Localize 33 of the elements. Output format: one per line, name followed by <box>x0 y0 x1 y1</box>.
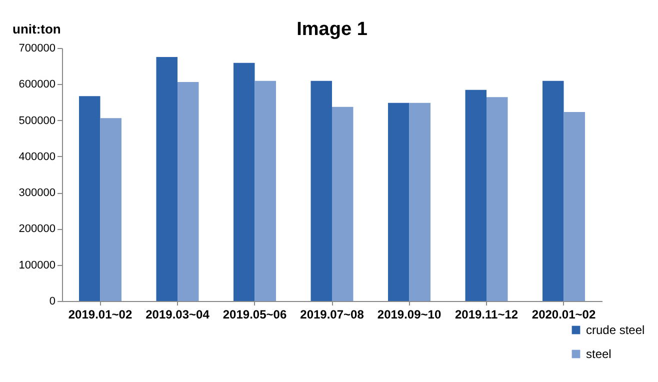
y-tick-label: 500000 <box>18 114 56 127</box>
bar <box>542 80 564 301</box>
x-tick-label: 2019.11~12 <box>454 308 518 322</box>
y-tick-label: 300000 <box>18 187 56 200</box>
bar <box>254 80 276 301</box>
bar <box>409 102 430 301</box>
x-tick-label: 2020.01~02 <box>532 308 596 322</box>
bar <box>564 112 586 301</box>
bar <box>177 82 199 301</box>
y-tick-label: 100000 <box>18 259 56 272</box>
bar <box>332 106 354 301</box>
bar <box>156 57 178 301</box>
x-tick-label: 2019.05~06 <box>222 308 287 322</box>
legend-label: crude steel <box>586 323 645 337</box>
x-tick-label: 2019.01~02 <box>68 308 132 322</box>
y-tick-label: 700000 <box>18 42 56 54</box>
bar <box>388 102 410 301</box>
y-tick-label: 600000 <box>18 78 56 91</box>
x-tick-label: 2019.09~10 <box>377 308 442 322</box>
bar <box>486 97 508 301</box>
x-tick-label: 2019.03~04 <box>146 308 210 322</box>
x-tick-label: 2019.07~08 <box>300 308 364 322</box>
bar <box>234 62 255 301</box>
bar <box>465 90 487 301</box>
legend-label: steel <box>586 347 612 361</box>
bar <box>100 118 122 301</box>
y-tick-label: 400000 <box>18 150 56 163</box>
bar <box>310 80 332 301</box>
bar <box>78 96 100 301</box>
chart-title: Image 1 <box>296 19 368 40</box>
y-axis-title: unit:ton <box>12 22 61 36</box>
y-tick-label: 200000 <box>18 223 56 236</box>
y-tick-label: 0 <box>49 296 56 308</box>
